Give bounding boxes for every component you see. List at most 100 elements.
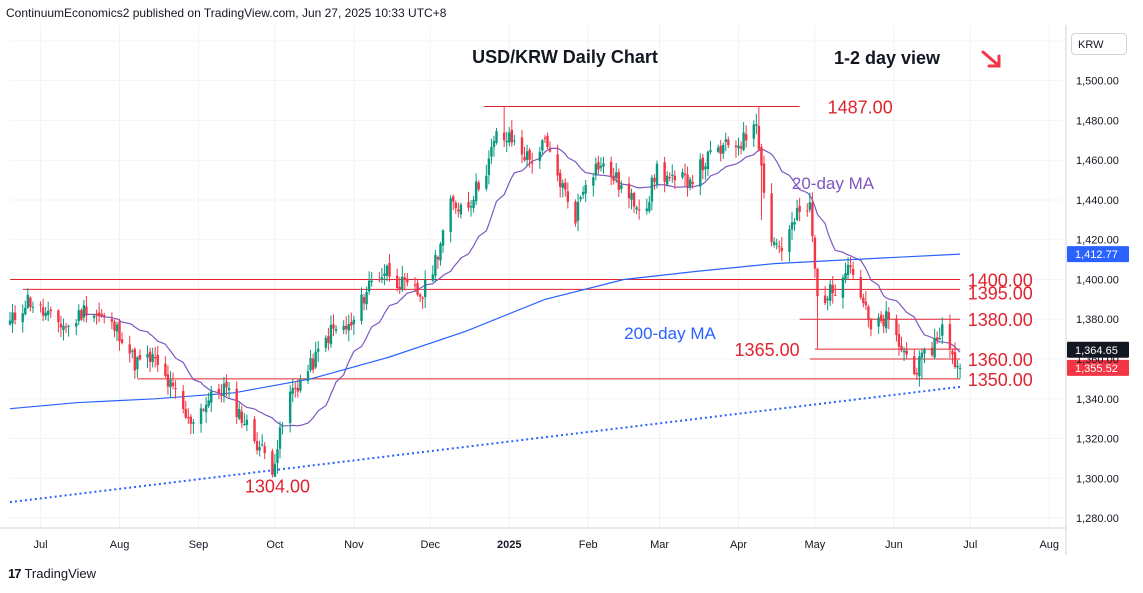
candle — [581, 186, 585, 199]
candle-body — [395, 275, 399, 288]
tradingview-footer[interactable]: 17 TradingView — [8, 566, 96, 581]
candle-body — [615, 172, 618, 178]
candle-body — [793, 221, 796, 225]
candle-body — [100, 313, 103, 316]
candle-body — [930, 347, 934, 356]
candle-body — [612, 175, 615, 181]
candle-body — [951, 350, 954, 355]
candle-body — [492, 141, 496, 147]
time-tick-label: Jul — [34, 539, 48, 551]
candle — [57, 309, 60, 333]
candle — [350, 312, 353, 331]
candle — [472, 195, 475, 213]
candle — [813, 235, 817, 278]
candle-body — [584, 185, 587, 194]
candle-body — [324, 337, 328, 348]
candle-body — [327, 336, 330, 344]
candle — [834, 284, 837, 297]
candle — [913, 348, 916, 376]
candle — [329, 315, 333, 348]
candle-body — [826, 298, 829, 301]
candle — [133, 347, 137, 379]
candle — [148, 347, 152, 373]
candle — [862, 293, 865, 308]
candle-body — [115, 324, 119, 332]
candle-body — [222, 383, 226, 396]
candle — [385, 264, 389, 282]
candle-body — [941, 324, 944, 336]
candle — [13, 305, 17, 325]
candle — [263, 442, 266, 460]
candle-body — [44, 312, 47, 317]
candle-body — [281, 425, 284, 427]
candle-body — [490, 146, 493, 157]
candle-body — [472, 199, 475, 209]
price-tick-label: 1,500.00 — [1076, 76, 1119, 88]
price-tick-label: 1,340.00 — [1076, 394, 1119, 406]
candle — [92, 313, 96, 322]
candle — [103, 312, 106, 324]
candle-body — [564, 182, 567, 190]
time-tick-label: Jul — [963, 539, 977, 551]
candle-body — [365, 292, 368, 305]
price-tick-label: 1,280.00 — [1076, 513, 1119, 525]
currency-selector[interactable]: KRW — [1071, 33, 1127, 55]
candle-body — [663, 162, 666, 182]
candle-body — [457, 209, 460, 212]
candle-body — [469, 206, 473, 208]
candle-body — [202, 409, 205, 411]
price-badge-text: 1,355.52 — [1075, 363, 1118, 375]
candle-body — [609, 161, 613, 176]
candle-body — [543, 137, 547, 139]
price-badge: 1,412.77 — [1067, 246, 1129, 263]
candle-body — [243, 423, 246, 425]
candle-body — [681, 172, 684, 178]
candle — [452, 194, 455, 211]
candle — [778, 240, 781, 254]
candle — [207, 392, 210, 408]
candle-body — [383, 273, 386, 276]
candle-body — [64, 326, 68, 328]
candle-body — [719, 145, 722, 154]
candle — [227, 381, 231, 398]
price-tick-label: 1,400.00 — [1076, 274, 1119, 286]
candle — [602, 156, 605, 175]
candle-body — [171, 382, 175, 387]
candle — [859, 269, 862, 300]
candle-body — [57, 310, 60, 323]
candle-body — [39, 304, 42, 306]
candle — [869, 317, 873, 337]
candle — [900, 336, 903, 353]
level-label-1395: 1395.00 — [968, 283, 1033, 303]
candle-body — [362, 297, 366, 304]
candle-body — [110, 318, 114, 322]
candle — [39, 301, 42, 313]
price-chart[interactable]: 1487.00 1400.00 1395.00 1380.00 1365.00 1360.… — [0, 25, 1143, 555]
candle-body — [235, 388, 238, 418]
candle-body — [867, 306, 870, 320]
candle — [75, 319, 78, 336]
candle — [513, 135, 516, 146]
candle — [311, 353, 315, 374]
chart-grid — [10, 25, 1062, 528]
candle — [887, 307, 890, 330]
candle-body — [668, 177, 671, 179]
price-badge-bg — [1067, 246, 1129, 263]
candle — [347, 314, 350, 342]
candle — [80, 308, 83, 322]
candle — [806, 203, 809, 217]
candle-body — [385, 265, 389, 276]
candle — [67, 324, 70, 337]
candle-body — [788, 229, 791, 253]
time-tick-label: Apr — [730, 539, 747, 551]
candle-body — [691, 181, 694, 185]
candle-body — [474, 181, 478, 202]
candle — [306, 364, 310, 385]
candle-body — [813, 237, 817, 269]
candle — [841, 274, 845, 309]
candle — [11, 303, 14, 333]
candle — [439, 241, 442, 266]
candle — [281, 421, 284, 435]
candle — [457, 202, 460, 218]
